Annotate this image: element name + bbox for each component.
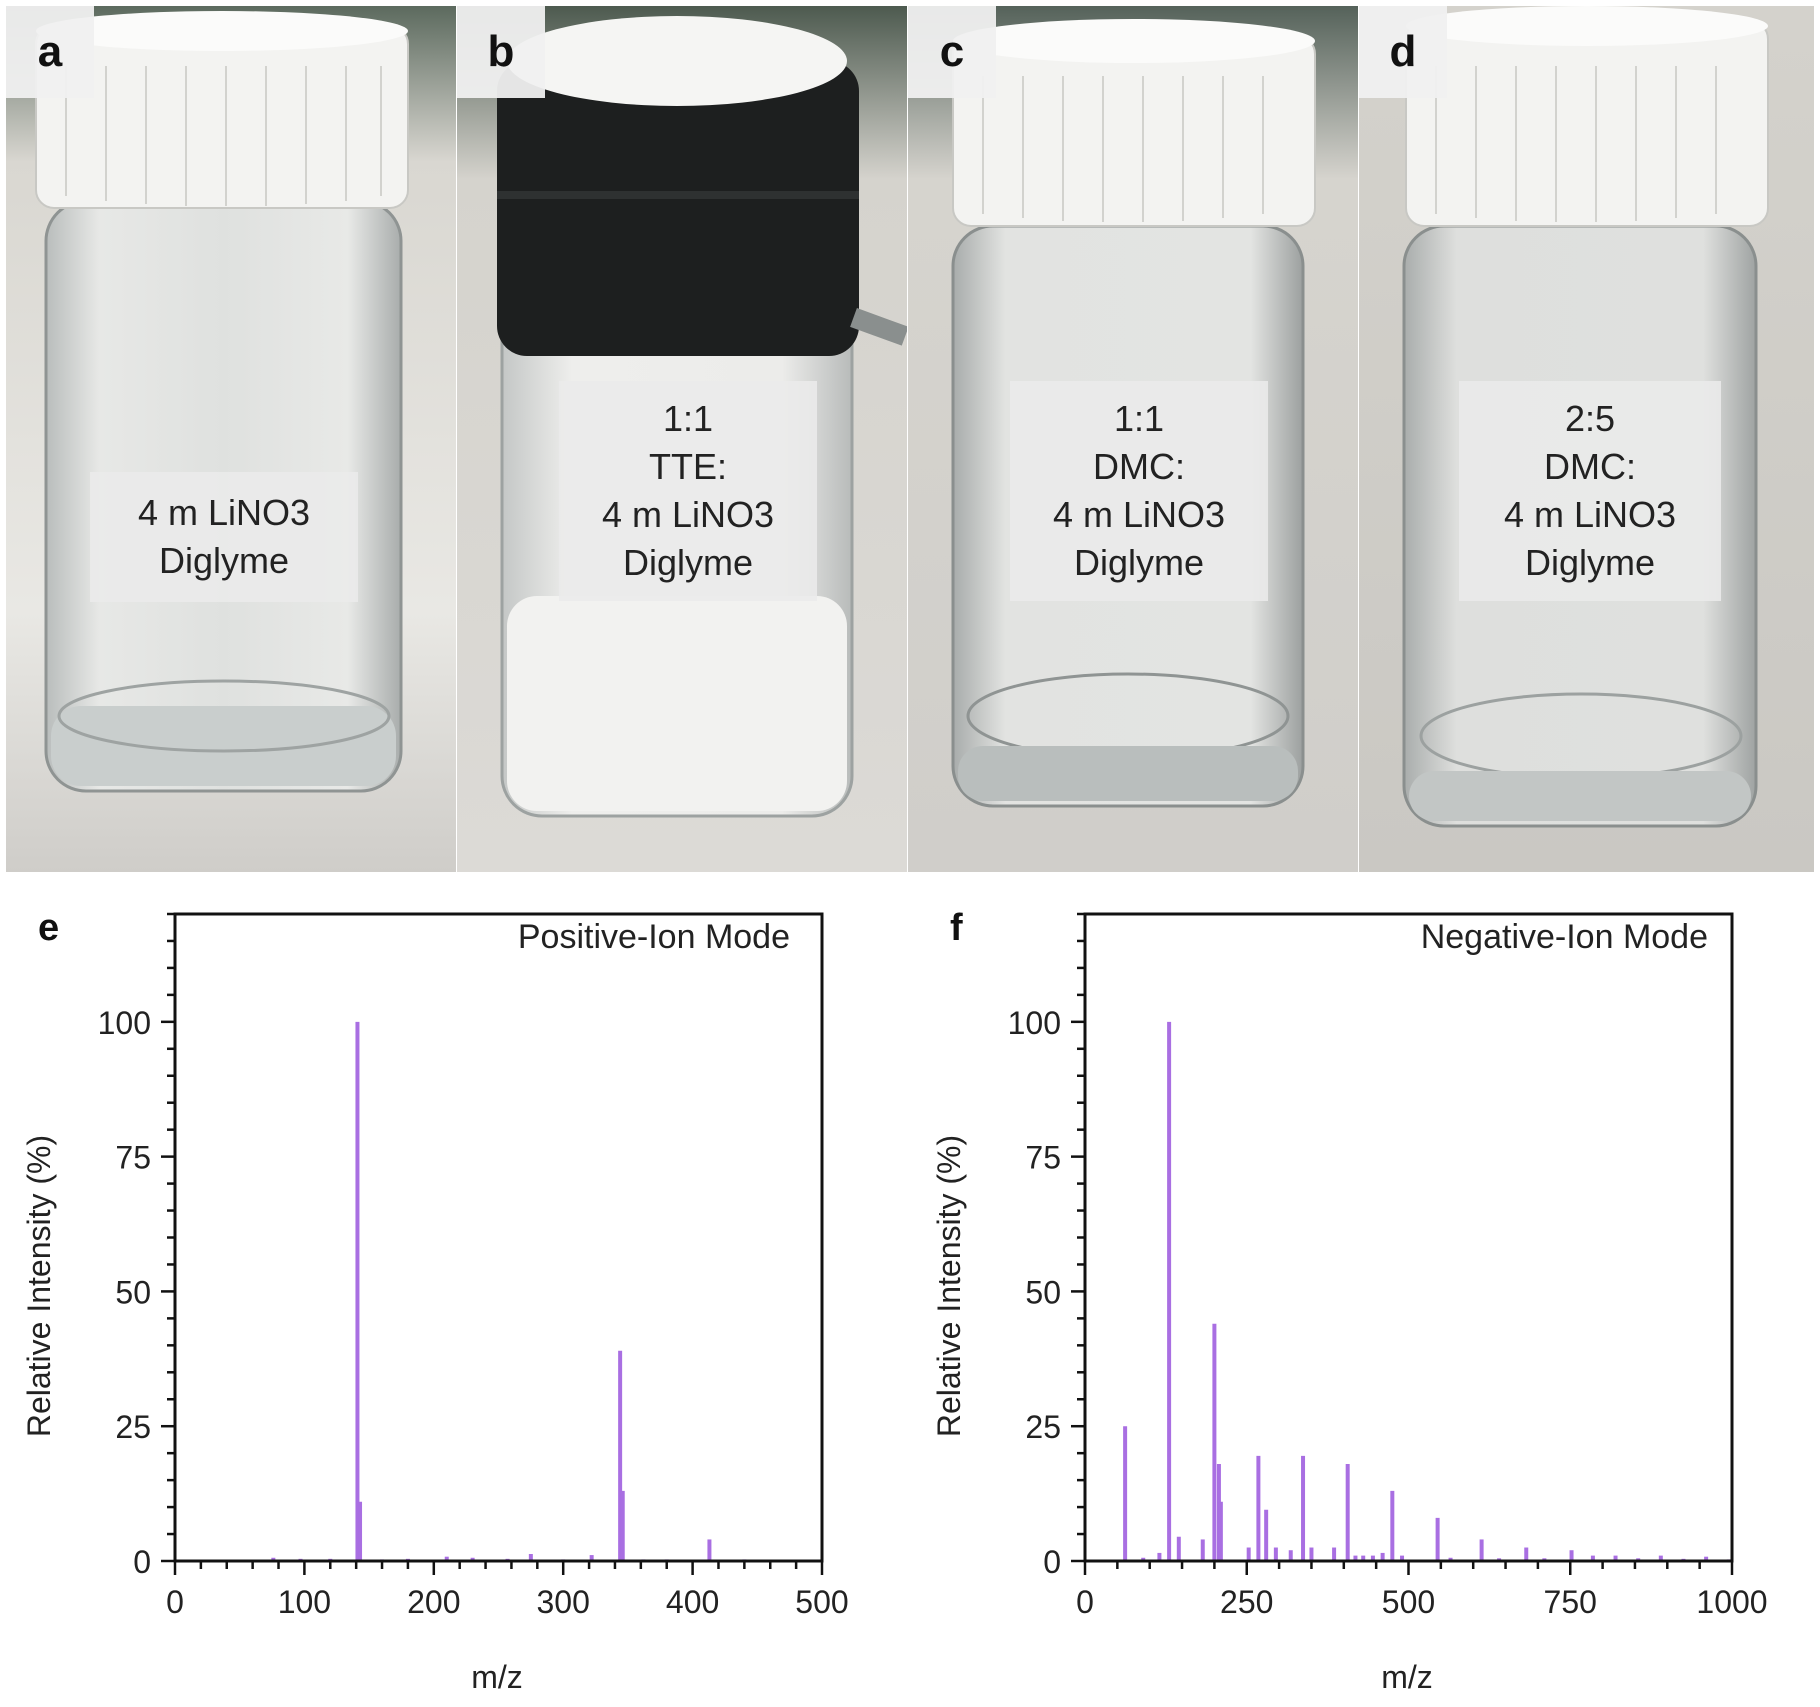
vial-a-illustration <box>6 6 456 872</box>
chart-e-xtick-label: 300 <box>537 1584 590 1620</box>
vial-a-label-line-1: 4 m LiNO3 <box>137 492 311 533</box>
chart-f-frame <box>1083 912 1734 1563</box>
vial-photo-d: d 2:5 DMC: 4 m LiNO3 Diglyme <box>1359 6 1814 872</box>
chart-e-ylabel: Relative Intensity (%) <box>21 1135 57 1437</box>
vial-a-label-line-2: Diglyme <box>158 540 290 581</box>
panel-letter-b: b <box>457 6 545 98</box>
chart-e-ytick-label: 25 <box>115 1409 151 1445</box>
chart-e-ytick-label: 50 <box>115 1274 151 1310</box>
vial-b-label-line-1: 1:1 <box>662 398 714 439</box>
chart-f-ytick-label: 100 <box>1008 1005 1061 1041</box>
vial-c-label-line-4: Diglyme <box>1073 542 1205 583</box>
chart-f-ytick-label: 75 <box>1025 1140 1061 1176</box>
vial-d-label-line-3: 4 m LiNO3 <box>1503 494 1677 535</box>
vial-label-d: 2:5 DMC: 4 m LiNO3 Diglyme <box>1459 381 1721 601</box>
vial-photo-c: c 1:1 DMC: 4 m LiNO3 Diglyme <box>908 6 1358 872</box>
chart-e-frame <box>173 912 824 1563</box>
spectra-svg: e Positive-Ion Mode m/z Relative Intensi… <box>21 907 1768 1695</box>
chart-f-ylabel: Relative Intensity (%) <box>931 1135 967 1437</box>
chart-e-xtick-label: 0 <box>166 1584 184 1620</box>
photo-strip: a 4 m LiNO3 Diglyme <box>6 6 1814 872</box>
chart-e-xlabel: m/z <box>471 1659 523 1695</box>
vial-b-label-line-2: TTE: <box>649 446 727 487</box>
vial-photo-a: a 4 m LiNO3 Diglyme <box>6 6 456 872</box>
vial-c-label-line-1: 1:1 <box>1113 398 1165 439</box>
chart-e-xtick-label: 500 <box>795 1584 848 1620</box>
spectra-area: e Positive-Ion Mode m/z Relative Intensi… <box>0 880 1820 1702</box>
chart-f-xtick-label: 750 <box>1544 1584 1597 1620</box>
chart-e-title: Positive-Ion Mode <box>518 918 790 956</box>
chart-f-ytick-label: 0 <box>1043 1544 1061 1580</box>
chart-f-xtick-label: 0 <box>1076 1584 1094 1620</box>
chart-e-xtick-label: 100 <box>278 1584 331 1620</box>
vial-d-label-line-4: Diglyme <box>1524 542 1656 583</box>
vial-photo-b: b 1:1 TTE: 4 m LiNO3 Diglyme <box>457 6 907 872</box>
chart-f: f Negative-Ion Mode m/z Relative Intensi… <box>931 907 1768 1695</box>
chart-f-xtick-label: 1000 <box>1696 1584 1767 1620</box>
chart-e-ytick-label: 100 <box>98 1005 151 1041</box>
chart-f-xtick-label: 500 <box>1382 1584 1435 1620</box>
chart-e-ytick-label: 75 <box>115 1140 151 1176</box>
panel-letter-a: a <box>6 6 94 98</box>
vial-label-c: 1:1 DMC: 4 m LiNO3 Diglyme <box>1010 381 1268 601</box>
chart-f-title: Negative-Ion Mode <box>1421 918 1708 956</box>
chart-f-ytick-label: 50 <box>1025 1274 1061 1310</box>
chart-f-panel-letter: f <box>950 907 963 949</box>
chart-f-xtick-label: 250 <box>1220 1584 1273 1620</box>
vial-b-label-line-3: 4 m LiNO3 <box>601 494 775 535</box>
vial-c-label-line-3: 4 m LiNO3 <box>1052 494 1226 535</box>
chart-e-ytick-label: 0 <box>133 1544 151 1580</box>
vial-label-b: 1:1 TTE: 4 m LiNO3 Diglyme <box>559 381 817 601</box>
vial-label-a: 4 m LiNO3 Diglyme <box>90 472 358 602</box>
chart-e-plot: 0 25 50 75 100 0 100 200 300 400 500 <box>98 912 849 1620</box>
panel-letter-d: d <box>1359 6 1447 98</box>
chart-f-ytick-label: 25 <box>1025 1409 1061 1445</box>
chart-e-panel-letter: e <box>38 907 59 949</box>
chart-e: e Positive-Ion Mode m/z Relative Intensi… <box>21 907 849 1695</box>
vial-c-label-line-2: DMC: <box>1093 446 1185 487</box>
panel-letter-c: c <box>908 6 996 98</box>
vial-d-label-line-1: 2:5 <box>1564 398 1616 439</box>
vial-b-label-line-4: Diglyme <box>622 542 754 583</box>
chart-f-xlabel: m/z <box>1381 1659 1433 1695</box>
chart-e-xtick-label: 200 <box>407 1584 460 1620</box>
vial-d-label-line-2: DMC: <box>1544 446 1636 487</box>
chart-e-xtick-label: 400 <box>666 1584 719 1620</box>
